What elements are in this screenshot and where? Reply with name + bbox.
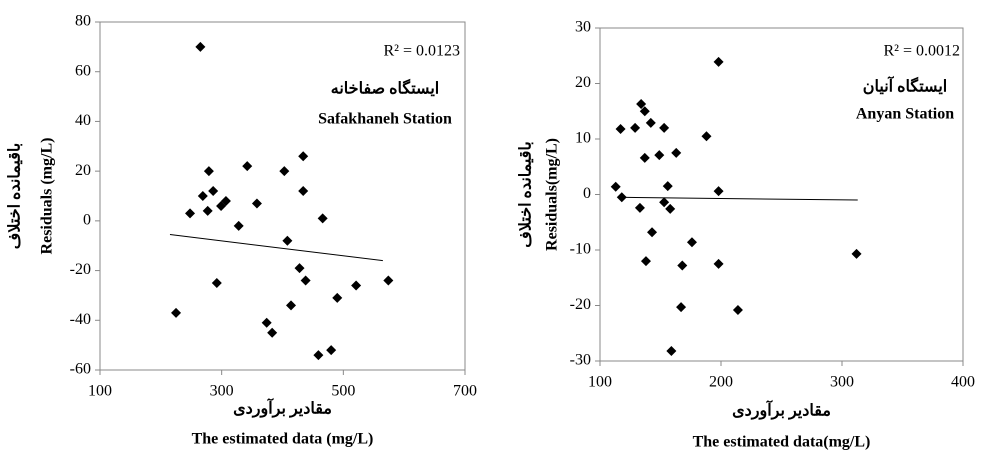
annotation: R² = 0.0012: [884, 43, 961, 60]
point: [279, 166, 290, 177]
x-tick-label: 500: [331, 383, 355, 400]
point: [713, 186, 724, 197]
point: [242, 161, 253, 172]
x-axis-label-fa: مقادیر برآوردی: [732, 399, 831, 421]
point: [659, 197, 670, 208]
y-tick-label: 60: [75, 62, 91, 79]
x-tick-label: 300: [830, 374, 854, 391]
point: [202, 205, 213, 216]
annotation: ایستگاه آنیان: [863, 75, 947, 96]
point: [282, 235, 293, 246]
point: [185, 208, 196, 219]
point: [351, 280, 362, 291]
y-tick-label: -30: [570, 352, 591, 369]
point: [654, 150, 665, 161]
point: [615, 124, 626, 135]
y-axis-label: Residuals (mg/L): [39, 138, 56, 255]
x-tick-label: 300: [210, 383, 234, 400]
point: [298, 186, 309, 197]
point: [610, 181, 621, 192]
point: [671, 147, 682, 158]
annotation: Safakhaneh Station: [318, 111, 452, 128]
y-tick-label: -20: [70, 261, 91, 278]
point: [647, 227, 658, 238]
point: [261, 317, 272, 328]
y-tick-label: 30: [575, 19, 591, 36]
point: [383, 275, 394, 286]
point: [639, 106, 650, 117]
y-tick-label: -60: [70, 361, 91, 378]
point: [220, 195, 231, 206]
x-axis-label: The estimated data(mg/L): [693, 434, 871, 451]
point: [713, 258, 724, 269]
point: [677, 260, 688, 271]
point: [197, 191, 208, 201]
y-tick-label: 80: [75, 13, 91, 30]
point: [665, 203, 676, 214]
point: [676, 302, 687, 313]
point: [326, 345, 337, 356]
x-axis-label: The estimated data (mg/L): [192, 431, 374, 448]
point: [732, 304, 743, 315]
y-tick-label: 40: [75, 112, 91, 129]
x-tick-label: 100: [88, 383, 112, 400]
annotation: ایستگاه صفاخانه: [331, 79, 439, 98]
point: [640, 256, 651, 267]
point: [300, 275, 311, 286]
point: [686, 237, 697, 248]
point: [203, 166, 214, 177]
y-tick-label: 0: [583, 185, 591, 202]
point: [666, 346, 677, 357]
point: [639, 152, 650, 163]
point: [294, 263, 305, 274]
point: [645, 117, 656, 128]
x-tick-label: 200: [709, 374, 733, 391]
y-tick-label: -20: [570, 296, 591, 313]
point: [313, 350, 324, 361]
x-axis-label-fa: مقادیر برآوردی: [233, 397, 332, 419]
point: [851, 248, 862, 259]
point: [298, 151, 309, 162]
trendline: [169, 234, 383, 262]
x-tick-label: 100: [588, 374, 612, 391]
y-tick-label: -10: [570, 241, 591, 258]
point: [286, 300, 297, 311]
trendline: [618, 196, 858, 201]
point: [713, 56, 724, 67]
point: [251, 198, 262, 209]
point: [634, 202, 645, 213]
annotation: R² = 0.0123: [384, 43, 461, 60]
y-tick-label: 20: [75, 162, 91, 179]
point: [630, 122, 641, 133]
x-tick-label: 400: [951, 374, 975, 391]
point: [211, 278, 222, 288]
y-tick-label: 0: [83, 212, 91, 229]
point: [171, 307, 182, 318]
y-axis-label-fa: باقیمانده اختلاف: [518, 141, 535, 247]
y-axis-label: Residuals(mg/L): [544, 138, 561, 251]
point: [208, 186, 219, 197]
point: [659, 122, 670, 133]
point: [636, 99, 647, 110]
y-axis-label-fa: باقیمانده اختلاف: [7, 143, 24, 249]
y-tick-label: 20: [575, 74, 591, 91]
point: [233, 220, 244, 231]
y-tick-label: 10: [575, 130, 591, 147]
point: [332, 292, 343, 303]
point: [317, 213, 328, 224]
annotation: Anyan Station: [856, 106, 954, 123]
plot-area: [99, 21, 466, 371]
point: [195, 41, 206, 52]
point: [662, 181, 673, 192]
x-tick-label: 700: [453, 383, 477, 400]
y-tick-label: -40: [70, 311, 91, 328]
point: [701, 131, 712, 142]
point: [267, 327, 278, 338]
